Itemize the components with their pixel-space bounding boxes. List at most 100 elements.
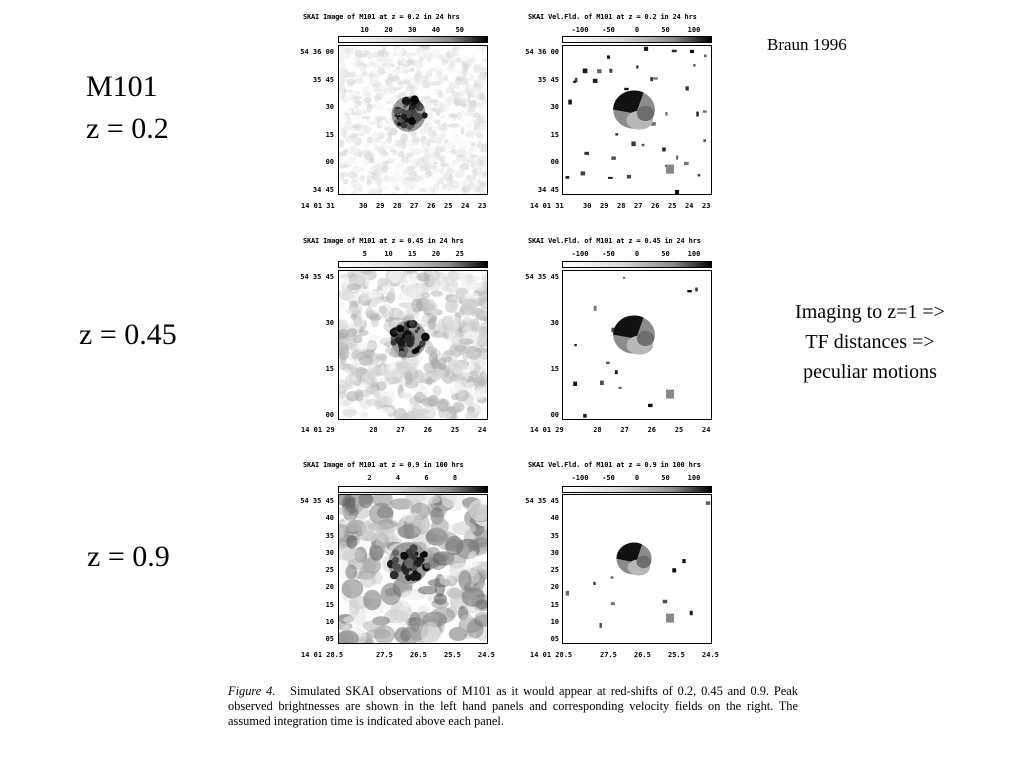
intensity-panel-row2-y-tick-label: 15 — [325, 600, 334, 609]
intensity-panel-row2-colorbar-tick: 4 — [395, 474, 401, 482]
intensity-panel-row1-colorbar-tick: 15 — [408, 250, 417, 258]
note-line-1: Imaging to z=1 => — [795, 301, 945, 323]
velocity-panel-row0-colorbar-tick: 50 — [661, 26, 670, 34]
velocity-panel-row0-y-tick-label: 35 45 — [537, 75, 559, 84]
intensity-panel-row0-y-tick-label: 34 45 — [312, 186, 334, 194]
intensity-panel-row0-x-tick-label: 27 — [410, 202, 419, 210]
velocity-panel-row2-y-tick-label: 05 — [550, 635, 559, 643]
intensity-panel-row2-y-tick-label: 20 — [325, 583, 334, 592]
velocity-panel-row1-colorbar-tick: -100 — [571, 250, 589, 258]
intensity-panel-row2-y-tick-label: 25 — [325, 566, 334, 574]
velocity-panel-row0-y-tick-label: 34 45 — [537, 186, 559, 194]
velocity-panel-row0-x-tick-label: 29 — [600, 202, 609, 210]
velocity-panel-row2-colorbar — [562, 486, 712, 493]
velocity-panel-row0-x-tick-label: 25 — [668, 202, 677, 210]
velocity-panel-row1-x-tick-label: 24 — [702, 426, 711, 434]
caption-label: Figure 4. — [228, 684, 276, 698]
velocity-panel-row2-colorbar-tick: 100 — [687, 474, 701, 482]
velocity-panel-row1-y-tick-label: 00 — [550, 411, 559, 419]
citation-credit: Braun 1996 — [767, 35, 847, 54]
intensity-panel-row1-x-tick-label: 26 — [423, 426, 433, 434]
intensity-panel-row0-image — [338, 45, 488, 195]
velocity-panel-row0-map — [565, 46, 707, 194]
velocity-panel-row0-colorbar-tick: 100 — [687, 26, 701, 34]
intensity-panel-row0-colorbar-tick: 10 — [360, 26, 369, 34]
intensity-panel-row2-colorbar-tick: 8 — [452, 474, 458, 482]
velocity-panel-row0-x-tick-label: 30 — [583, 202, 592, 210]
velocity-panel-row0-image — [562, 45, 712, 195]
intensity-panel-row2-x-tick-label: 25.5 — [444, 651, 461, 659]
velocity-panel-row0-colorbar — [562, 36, 712, 43]
velocity-panel-row2-x-tick-label: 27.5 — [600, 651, 617, 659]
intensity-panel-row1-x-tick-label: 28 — [369, 426, 378, 434]
intensity-panel-row2-x-tick-label: 24.5 — [478, 651, 495, 659]
velocity-panel-row2-title: SKAI Vel.Fld. of M101 at z = 0.9 in 100 … — [528, 461, 701, 469]
velocity-panel-row0-x-tick-label: 24 — [685, 202, 694, 210]
note-text: Imaging to z=1 => TF distances => peculi… — [760, 297, 980, 387]
velocity-panel-row1-x-tick-label: 14 01 29 — [530, 426, 564, 434]
intensity-panel-row1-colorbar-tick: 20 — [431, 250, 441, 258]
velocity-panel-row2-colorbar-labels: -100 -50 0 50 100 — [562, 474, 712, 483]
intensity-panel-row0-colorbar — [338, 36, 488, 43]
intensity-panel-row0-colorbar-tick: 20 — [384, 26, 393, 34]
velocity-panel-row1-title: SKAI Vel.Fld. of M101 at z = 0.45 in 24 … — [528, 237, 701, 245]
velocity-panel-row0-y-tick-label: 15 — [550, 130, 559, 139]
velocity-panel-row1-image — [562, 270, 712, 420]
intensity-panel-row1-map — [339, 271, 487, 419]
velocity-panel-row2-colorbar-tick: -100 — [571, 474, 589, 482]
intensity-panel-row1-image — [338, 270, 488, 420]
intensity-panel-row2-colorbar — [338, 486, 488, 493]
velocity-panel-row1-colorbar-tick: -50 — [602, 250, 615, 258]
intensity-panel-row0-colorbar-tick: 40 — [431, 26, 441, 34]
velocity-panel-row2-y-tick-label: 10 — [550, 617, 559, 626]
intensity-panel-row2-map — [339, 495, 487, 643]
intensity-panel-row2-y-tick-label: 05 — [325, 635, 334, 643]
velocity-panel-row2-y-tick-label: 20 — [550, 583, 559, 592]
caption-text: Simulated SKAI observations of M101 as i… — [228, 684, 798, 728]
intensity-panel-row0-y-tick-label: 35 45 — [312, 75, 334, 84]
velocity-panel-row0-y-tick-label: 30 — [550, 103, 559, 112]
redshift-label-1: z = 0.45 — [79, 318, 177, 351]
intensity-panel-row1-x-tick-label: 25 — [450, 426, 460, 434]
velocity-panel-row0-y-tick-label: 00 — [550, 158, 559, 167]
intensity-panel-row0-y-tick-label: 54 36 00 — [300, 48, 334, 56]
intensity-panel-row2-y-tick-label: 40 — [325, 514, 334, 523]
velocity-panel-row1-colorbar-tick: 50 — [661, 250, 670, 258]
intensity-panel-row0-title: SKAI Image of M101 at z = 0.2 in 24 hrs — [303, 13, 460, 21]
velocity-panel-row1-y-tick-label: 54 35 45 — [525, 273, 559, 281]
intensity-panel-row1-y-tick-label: 30 — [325, 319, 334, 327]
intensity-panel-row2-x-tick-label: 27.5 — [376, 651, 393, 659]
velocity-panel-row2-colorbar-tick: 50 — [661, 474, 670, 482]
intensity-panel-row0-x-tick-label: 24 — [461, 202, 470, 210]
velocity-panel-row0-x-tick-label: 23 — [702, 202, 711, 210]
note-line-3: peculiar motions — [803, 361, 937, 383]
intensity-panel-row2-colorbar-tick: 6 — [424, 474, 429, 482]
intensity-panel-row1-y-tick-label: 15 — [325, 365, 334, 373]
velocity-panel-row2-colorbar-tick: -50 — [602, 474, 615, 482]
intensity-panel-row0-colorbar-tick: 50 — [455, 26, 465, 34]
velocity-panel-row1-colorbar-labels: -100 -50 0 50 100 — [562, 250, 712, 259]
velocity-panel-row2-y-tick-label: 35 — [550, 531, 559, 540]
intensity-panel-row0-x-tick-label: 28 — [393, 202, 402, 210]
intensity-panel-row2-y-tick-label: 30 — [325, 548, 334, 557]
velocity-panel-row0-colorbar-tick: 0 — [634, 26, 640, 34]
intensity-panel-row2-image — [338, 494, 488, 644]
intensity-panel-row0-y-tick-label: 00 — [325, 158, 334, 167]
intensity-panel-row2-colorbar-tick: 2 — [367, 474, 372, 482]
velocity-panel-row1-y-tick-label: 15 — [550, 365, 559, 373]
velocity-panel-row0-colorbar-tick: -50 — [602, 26, 615, 34]
velocity-panel-row1-colorbar — [562, 261, 712, 268]
note-line-2: TF distances => — [805, 331, 935, 353]
velocity-panel-row2-x-tick-label: 24.5 — [702, 651, 719, 659]
intensity-panel-row0-colorbar-labels: 10 20 30 40 50 — [338, 26, 488, 35]
intensity-panel-row1-y-tick-label: 54 35 45 — [300, 273, 334, 281]
intensity-panel-row1-colorbar-tick: 10 — [384, 250, 393, 258]
intensity-panel-row0-x-tick-label: 26 — [427, 202, 436, 210]
intensity-panel-row2-colorbar-labels: 2 4 6 8 — [338, 474, 488, 483]
intensity-panel-row0-x-tick-label: 30 — [359, 202, 368, 210]
velocity-panel-row0-x-tick-label: 28 — [617, 202, 626, 210]
intensity-panel-row2-y-tick-label: 10 — [325, 617, 334, 626]
velocity-panel-row0-x-tick-label: 27 — [634, 202, 643, 210]
intensity-panel-row2-title: SKAI Image of M101 at z = 0.9 in 100 hrs — [303, 461, 464, 469]
intensity-panel-row0-y-tick-label: 15 — [325, 130, 334, 139]
